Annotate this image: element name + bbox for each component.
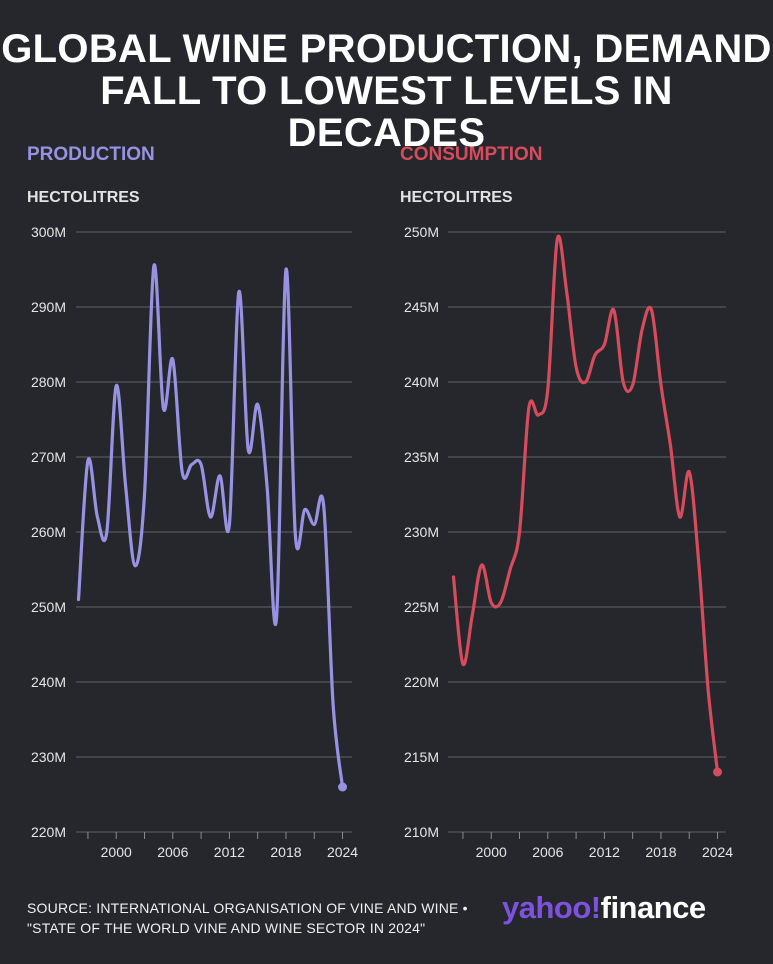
chart-title-line-2: FALL TO LOWEST LEVELS IN DECADES <box>100 69 673 155</box>
consumption-y-tick-label: 250M <box>404 224 439 240</box>
consumption-series-line <box>451 234 720 774</box>
production-y-tick-label: 240M <box>31 674 66 690</box>
production-y-tick-label: 280M <box>31 374 66 390</box>
production-panel-title: PRODUCTION <box>27 144 155 165</box>
consumption-y-tick-label: 225M <box>404 599 439 615</box>
production-x-tick-label: 2006 <box>157 844 188 860</box>
logo-exclamation: ! <box>590 890 601 925</box>
production-y-tick-label: 300M <box>31 224 66 240</box>
source-note: SOURCE: INTERNATIONAL ORGANISATION OF VI… <box>27 898 468 938</box>
production-series-line <box>76 263 345 789</box>
consumption-x-tick-label: 2006 <box>532 844 563 860</box>
production-x-tick-label: 2024 <box>327 844 358 860</box>
consumption-y-tick-label: 215M <box>404 749 439 765</box>
production-end-point <box>338 782 348 792</box>
chart-title: GLOBAL WINE PRODUCTION, DEMAND FALL TO L… <box>0 28 773 154</box>
logo-yahoo: yahoo <box>502 890 591 925</box>
consumption-y-tick-label: 245M <box>404 299 439 315</box>
chart-title-line-1: GLOBAL WINE PRODUCTION, DEMAND <box>1 27 772 71</box>
production-unit-label: HECTOLITRES <box>27 189 140 206</box>
consumption-x-tick-label: 2024 <box>702 844 733 860</box>
production-x-tick-label: 2000 <box>101 844 132 860</box>
production-y-tick-label: 220M <box>31 824 66 840</box>
consumption-y-tick-label: 235M <box>404 449 439 465</box>
production-y-tick-label: 260M <box>31 524 66 540</box>
production-y-tick-label: 250M <box>31 599 66 615</box>
yahoo-finance-logo: yahoo!finance <box>502 890 706 926</box>
logo-finance: finance <box>600 890 707 925</box>
production-y-tick-label: 290M <box>31 299 66 315</box>
consumption-x-tick-label: 2012 <box>589 844 620 860</box>
source-line-1: SOURCE: INTERNATIONAL ORGANISATION OF VI… <box>27 900 468 916</box>
consumption-unit-label: HECTOLITRES <box>400 189 513 206</box>
consumption-y-tick-label: 220M <box>404 674 439 690</box>
consumption-panel-title: CONSUMPTION <box>400 144 543 165</box>
consumption-y-tick-label: 240M <box>404 374 439 390</box>
consumption-end-point <box>713 767 723 777</box>
consumption-y-tick-label: 230M <box>404 524 439 540</box>
production-y-tick-label: 230M <box>31 749 66 765</box>
production-x-tick-label: 2018 <box>270 844 301 860</box>
consumption-x-tick-label: 2018 <box>645 844 676 860</box>
production-x-tick-label: 2012 <box>214 844 245 860</box>
consumption-x-tick-label: 2000 <box>476 844 507 860</box>
source-line-2: "STATE OF THE WORLD VINE AND WINE SECTOR… <box>27 920 426 936</box>
consumption-y-tick-label: 210M <box>404 824 439 840</box>
production-y-tick-label: 270M <box>31 449 66 465</box>
